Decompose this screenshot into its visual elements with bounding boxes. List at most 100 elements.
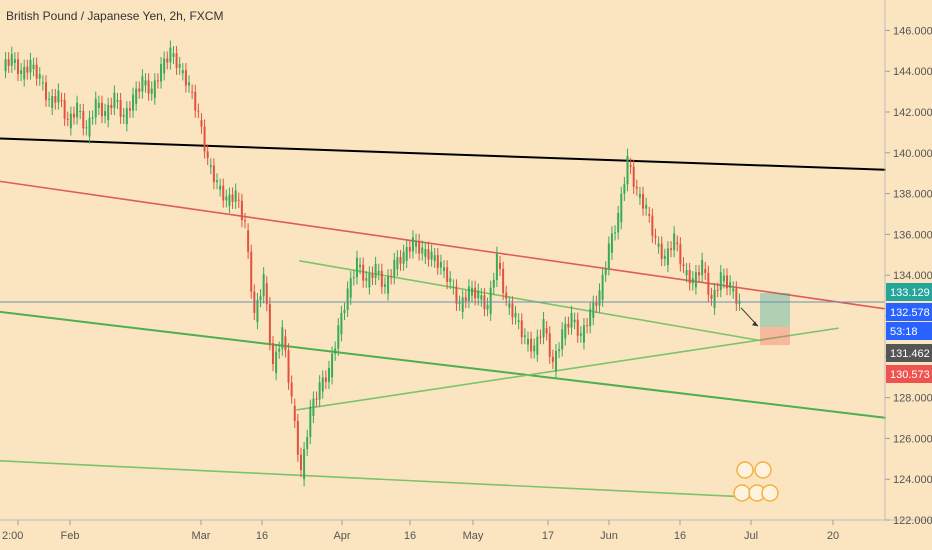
candle-body <box>449 278 452 282</box>
y-tick-label: 136.000 <box>893 229 932 241</box>
trendline[interactable] <box>0 180 886 310</box>
candle-body <box>452 286 455 288</box>
stop-zone[interactable] <box>760 326 790 346</box>
candle-body <box>623 184 626 194</box>
trendline[interactable] <box>0 460 761 499</box>
candle-body <box>163 58 166 74</box>
price-labels: 133.129 132.578 53:18 131.462 130.573 <box>886 283 932 383</box>
candle-body <box>670 248 673 251</box>
candle-body <box>471 287 474 296</box>
candle-body <box>20 70 23 74</box>
candle-body <box>309 406 312 438</box>
candle-body <box>514 312 517 318</box>
candle-body <box>72 113 75 118</box>
candle-body <box>735 288 738 304</box>
candle-body <box>172 53 175 57</box>
candle-body <box>377 270 380 274</box>
candle-body <box>691 278 694 284</box>
candle-body <box>732 288 735 292</box>
candle-body <box>505 292 508 299</box>
candle-body <box>312 398 315 416</box>
candle-body <box>119 100 122 117</box>
x-tick-label: 16 <box>256 530 268 542</box>
trendline[interactable] <box>0 137 886 171</box>
target-zone[interactable] <box>760 292 790 327</box>
candle-body <box>415 240 418 247</box>
candle-body <box>265 283 268 305</box>
candle-body <box>421 247 424 254</box>
candle-body <box>589 308 592 327</box>
candle-body <box>7 59 10 66</box>
candle-body <box>107 104 110 121</box>
candle-body <box>567 323 570 328</box>
candle-body <box>405 246 408 261</box>
candle-body <box>216 180 219 183</box>
candle-body <box>44 82 47 100</box>
time-axis[interactable]: 2:00 Feb Mar 16 Apr 16 May 17 Jun 16 Jul 20 <box>2 520 839 542</box>
candle-body <box>306 437 309 449</box>
event-flags-icon <box>733 461 779 502</box>
candle-body <box>368 273 371 288</box>
candle-body <box>63 100 66 119</box>
candle-body <box>371 273 374 278</box>
price-badge-label: 130.573 <box>890 369 930 381</box>
candle-body <box>275 351 278 374</box>
candle-body <box>135 88 138 104</box>
candle-body <box>262 274 265 297</box>
candle-body <box>222 185 225 201</box>
y-tick-label: 142.000 <box>893 107 932 119</box>
candle-body <box>533 345 536 352</box>
candle-body <box>523 335 526 338</box>
candle-body <box>502 268 505 293</box>
candle-body <box>343 309 346 313</box>
candle-body <box>237 199 240 201</box>
candle-body <box>710 294 713 299</box>
candle-body <box>648 214 651 216</box>
candle-body <box>570 312 573 328</box>
x-tick-label: 2:00 <box>2 530 23 542</box>
candle-body <box>620 193 623 223</box>
candle-body <box>169 47 172 63</box>
candle-body <box>629 165 632 167</box>
y-tick-label: 122.000 <box>893 515 932 527</box>
candle-body <box>573 319 576 323</box>
candle-body <box>551 356 554 362</box>
candle-body <box>446 267 449 282</box>
price-badge <box>886 365 932 383</box>
position-tool[interactable] <box>740 292 790 346</box>
candle-body <box>197 110 200 112</box>
candle-body <box>579 333 582 336</box>
candle-body <box>586 325 589 327</box>
candle-body <box>498 262 501 269</box>
price-badge <box>886 283 932 301</box>
y-tick-label: 146.000 <box>893 25 932 37</box>
candle-body <box>492 279 495 288</box>
candle-body <box>614 232 617 234</box>
trendline[interactable] <box>299 260 761 342</box>
candle-body <box>545 328 548 334</box>
candle-body <box>610 233 613 253</box>
candle-body <box>359 264 362 268</box>
candle-body <box>175 53 178 68</box>
candle-body <box>225 196 228 201</box>
candle-body <box>439 261 442 268</box>
candle-body <box>334 348 337 354</box>
candle-body <box>626 155 629 185</box>
price-badge-label: 132.578 <box>890 307 930 319</box>
candle-body <box>617 212 620 233</box>
candle-body <box>293 405 296 422</box>
trendline[interactable] <box>296 327 839 411</box>
candle-body <box>244 220 247 222</box>
candle-body <box>651 215 654 236</box>
candle-body <box>94 98 97 118</box>
trendline[interactable] <box>0 310 886 419</box>
candle-body <box>278 348 281 352</box>
candle-body <box>150 88 153 94</box>
price-badge-label: 133.129 <box>890 287 930 299</box>
candle-body <box>698 272 701 276</box>
candle-body <box>212 165 215 183</box>
candle-body <box>657 243 660 247</box>
candle-body <box>536 336 539 355</box>
candle-body <box>561 329 564 350</box>
